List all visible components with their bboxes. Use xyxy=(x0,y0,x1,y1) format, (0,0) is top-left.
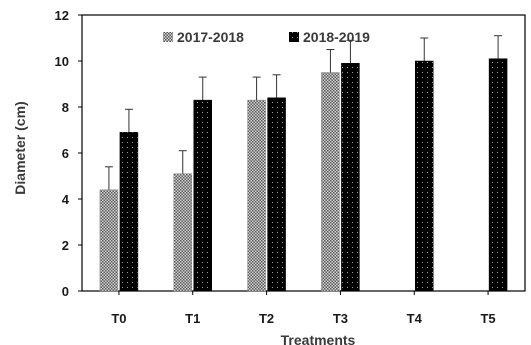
x-tick-label-t0: T0 xyxy=(111,311,126,326)
x-tick-label-t4: T4 xyxy=(407,311,423,326)
x-tick-label-t2: T2 xyxy=(259,311,274,326)
bar-2017-2018-T1 xyxy=(173,173,192,292)
y-axis-label: Diameter (cm) xyxy=(12,101,28,194)
x-tick-label-t3: T3 xyxy=(333,311,348,326)
y-tick-label: 8 xyxy=(62,100,69,115)
x-axis-label: Treatments xyxy=(281,332,356,345)
x-tick-label-t1: T1 xyxy=(185,311,200,326)
legend: 2017-2018 2018-2019 xyxy=(163,29,370,45)
bar-2018-2019-T0 xyxy=(119,132,139,292)
y-tick-label: 10 xyxy=(55,54,69,69)
y-tick-label: 12 xyxy=(55,8,69,23)
legend-label-2018-2019: 2018-2019 xyxy=(303,29,370,45)
x-tick-label-t5: T5 xyxy=(480,311,495,326)
legend-label-2017-2018: 2017-2018 xyxy=(177,29,244,45)
y-tick-label: 0 xyxy=(62,284,69,299)
bar-2018-2019-T2 xyxy=(267,97,286,292)
bar-2017-2018-T3 xyxy=(321,72,340,292)
bar-2018-2019-T3 xyxy=(341,63,360,292)
bar-2018-2019-T5 xyxy=(488,58,508,292)
plot-frame xyxy=(81,14,526,292)
bar-2018-2019-T1 xyxy=(193,99,212,292)
y-tick-label: 4 xyxy=(62,192,70,207)
legend-swatch-2018-2019 xyxy=(289,32,299,42)
y-tick-label: 2 xyxy=(62,238,69,253)
y-tick-label: 6 xyxy=(62,146,69,161)
bar-2018-2019-T4 xyxy=(415,60,434,292)
bar-2017-2018-T2 xyxy=(247,99,266,292)
bar-2017-2018-T0 xyxy=(99,189,119,292)
legend-swatch-2017-2018 xyxy=(163,32,173,42)
